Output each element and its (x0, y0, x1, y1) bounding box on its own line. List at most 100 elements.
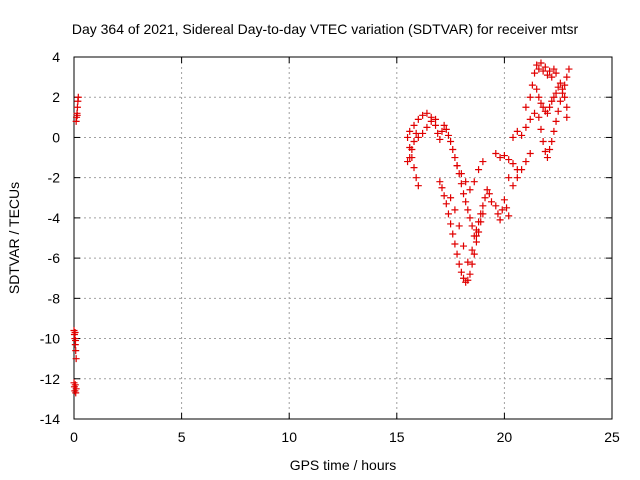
data-point-marker (550, 65, 558, 73)
data-point-marker (531, 109, 539, 117)
data-point-marker (498, 206, 506, 214)
data-point-marker (559, 89, 567, 97)
data-point-marker (481, 194, 489, 202)
data-point-marker (419, 129, 427, 137)
data-point-marker (427, 117, 435, 125)
data-point-marker (453, 250, 461, 258)
data-point-marker (541, 148, 549, 156)
data-point-marker (528, 81, 536, 89)
x-tick-label: 10 (281, 429, 297, 445)
x-tick-label: 15 (389, 429, 405, 445)
data-point-marker (500, 196, 508, 204)
data-point-marker (543, 71, 551, 79)
data-point-marker (444, 131, 452, 139)
data-point-marker (554, 107, 562, 115)
data-point-marker (472, 238, 480, 246)
data-point-marker (526, 150, 534, 158)
data-point-marker (470, 178, 478, 186)
data-point-marker (505, 156, 513, 164)
data-point-marker (533, 85, 541, 93)
data-point-marker (546, 103, 554, 111)
plot-area-border (73, 56, 613, 420)
data-point-marker (565, 65, 573, 73)
data-point-marker (414, 182, 422, 190)
data-point-marker (423, 109, 431, 117)
data-point-marker (492, 202, 500, 210)
data-point-marker (464, 276, 472, 284)
data-point-marker (483, 186, 491, 194)
x-tick-label: 25 (604, 429, 620, 445)
x-tick-label: 5 (178, 429, 186, 445)
data-point-marker (468, 222, 476, 230)
data-point-marker (71, 329, 79, 337)
data-point-marker (539, 67, 547, 75)
data-point-marker (552, 117, 560, 125)
data-point-marker (513, 174, 521, 182)
data-point-marker (509, 182, 517, 190)
data-point-marker (561, 93, 569, 101)
data-point-marker (479, 202, 487, 210)
data-point-marker (541, 63, 549, 71)
data-point-marker (477, 218, 485, 226)
data-point-marker (410, 121, 418, 129)
data-point-marker (563, 113, 571, 121)
data-point-marker (72, 385, 80, 393)
data-point-marker (518, 131, 526, 139)
data-point-marker (410, 164, 418, 172)
data-point-marker (526, 115, 534, 123)
data-point-marker (531, 69, 539, 77)
data-point-marker (72, 337, 80, 345)
y-tick-label: -4 (48, 210, 61, 226)
data-point-marker (408, 146, 416, 154)
data-point-marker (548, 137, 556, 145)
data-point-marker (72, 355, 80, 363)
y-tick-label: 4 (52, 49, 60, 65)
data-points (70, 59, 573, 397)
data-point-marker (556, 79, 564, 87)
data-point-marker (404, 158, 412, 166)
data-point-marker (479, 158, 487, 166)
data-point-marker (535, 65, 543, 73)
y-tick-label: -14 (40, 411, 60, 427)
data-point-marker (548, 73, 556, 81)
data-point-marker (479, 210, 487, 218)
y-tick-label: 2 (52, 89, 60, 105)
data-point-marker (509, 133, 517, 141)
y-tick-label: -12 (40, 371, 60, 387)
data-point-marker (475, 166, 483, 174)
data-point-marker (535, 93, 543, 101)
data-point-marker (500, 152, 508, 160)
data-point-marker (496, 216, 504, 224)
data-point-marker (561, 81, 569, 89)
data-point-marker (412, 174, 420, 182)
data-point-marker (438, 127, 446, 135)
data-point-marker (73, 103, 81, 111)
data-point-marker (414, 133, 422, 141)
data-point-marker (449, 146, 457, 154)
data-point-marker (526, 93, 534, 101)
data-point-marker (537, 99, 545, 107)
data-point-marker (539, 137, 547, 145)
data-point-marker (539, 103, 547, 111)
x-tick-label: 20 (497, 429, 513, 445)
data-point-marker (509, 160, 517, 168)
data-point-marker (468, 260, 476, 268)
data-point-marker (472, 232, 480, 240)
data-point-marker (406, 154, 414, 162)
data-point-marker (419, 111, 427, 119)
data-point-marker (552, 89, 560, 97)
data-point-marker (455, 260, 463, 268)
data-point-marker (466, 214, 474, 222)
data-point-marker (505, 174, 513, 182)
data-point-marker (537, 125, 545, 133)
data-point-marker (73, 111, 81, 119)
data-point-marker (464, 206, 472, 214)
data-point-marker (436, 178, 444, 186)
data-point-marker (457, 180, 465, 188)
data-point-marker (533, 61, 541, 69)
data-point-marker (451, 240, 459, 248)
data-point-marker (505, 212, 513, 220)
data-point-marker (404, 133, 412, 141)
data-point-marker (546, 146, 554, 154)
data-point-marker (414, 115, 422, 123)
